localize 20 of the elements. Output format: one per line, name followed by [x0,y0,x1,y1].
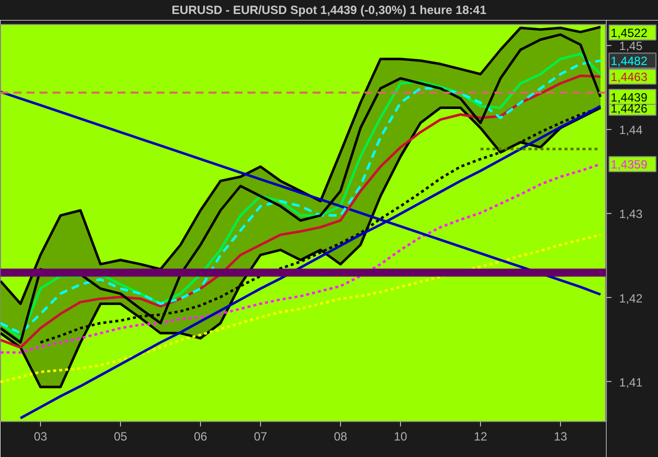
data-label: 1,4359 [610,158,648,172]
chart-title: EURUSD - EUR/USD Spot 1,4439 (-0,30%) 1 heure 18:41 [172,2,486,19]
y-tick-label: 1,43 [619,207,643,222]
y-tick-label: 1,45 [619,39,643,54]
y-tick-label: 1,44 [619,123,643,138]
x-tick-label: 12 [474,430,488,444]
y-tick-label: 1,42 [619,291,643,306]
x-tick-label: 03 [34,430,48,444]
line-series [0,234,602,384]
y-tick-label: 1,41 [619,375,643,390]
x-tick-label: 07 [254,430,268,444]
data-label: 1,4482 [610,54,648,68]
x-tick-label: 10 [394,430,408,444]
x-tick-label: 13 [554,430,568,444]
x-tick-label: 08 [334,430,348,444]
data-label: 1,4439 [610,90,648,104]
data-label: 1,4463 [610,70,648,84]
x-tick-label: 05 [114,430,128,444]
x-tick-label: 06 [194,430,208,444]
text: 1,4522 [610,26,648,40]
